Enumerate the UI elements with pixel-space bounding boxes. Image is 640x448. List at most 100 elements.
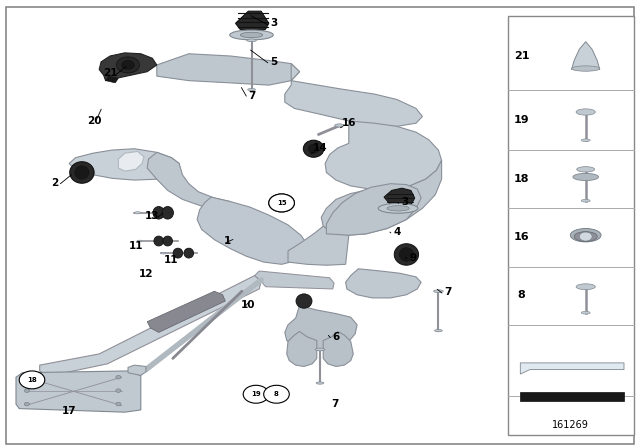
Circle shape: [122, 60, 134, 69]
Text: 16: 16: [342, 118, 356, 128]
Circle shape: [24, 375, 29, 379]
Polygon shape: [128, 365, 146, 375]
Circle shape: [244, 386, 268, 402]
Polygon shape: [118, 151, 144, 171]
Text: 21: 21: [103, 69, 117, 78]
Circle shape: [269, 194, 294, 212]
Ellipse shape: [434, 290, 444, 293]
Ellipse shape: [154, 236, 164, 246]
Polygon shape: [147, 291, 225, 332]
Polygon shape: [323, 332, 353, 366]
Text: 19: 19: [514, 115, 529, 125]
Text: 4: 4: [393, 227, 401, 237]
Polygon shape: [285, 306, 357, 350]
Ellipse shape: [581, 311, 590, 314]
Text: 12: 12: [139, 269, 153, 279]
Text: 10: 10: [241, 300, 255, 310]
Ellipse shape: [574, 232, 597, 241]
Ellipse shape: [162, 207, 173, 219]
Ellipse shape: [435, 330, 442, 332]
Polygon shape: [69, 149, 179, 180]
Text: 16: 16: [514, 233, 529, 242]
Text: 18: 18: [514, 174, 529, 184]
Ellipse shape: [570, 228, 601, 242]
Polygon shape: [346, 269, 421, 298]
Text: 3: 3: [270, 18, 278, 28]
Text: 6: 6: [332, 332, 340, 342]
Polygon shape: [106, 76, 118, 83]
Text: 11: 11: [164, 255, 179, 265]
FancyBboxPatch shape: [6, 7, 634, 444]
Circle shape: [19, 371, 45, 389]
Text: 15: 15: [276, 198, 287, 207]
Ellipse shape: [399, 248, 413, 261]
Ellipse shape: [248, 89, 255, 90]
Circle shape: [20, 372, 44, 388]
Text: 8: 8: [518, 290, 525, 300]
Text: 13: 13: [145, 211, 159, 221]
Text: 1: 1: [223, 236, 231, 246]
Text: 8: 8: [274, 391, 279, 397]
Text: 20: 20: [88, 116, 102, 126]
Ellipse shape: [316, 382, 324, 384]
Text: 11: 11: [129, 241, 143, 250]
Ellipse shape: [163, 236, 173, 246]
Polygon shape: [285, 64, 422, 126]
Polygon shape: [287, 332, 317, 366]
Ellipse shape: [184, 248, 193, 258]
FancyBboxPatch shape: [508, 16, 634, 435]
Circle shape: [116, 375, 121, 379]
Ellipse shape: [335, 124, 344, 127]
Text: 19: 19: [251, 391, 261, 397]
Text: 7: 7: [331, 399, 339, 409]
Polygon shape: [147, 152, 230, 208]
Text: 18: 18: [27, 377, 37, 383]
Ellipse shape: [153, 207, 164, 219]
Ellipse shape: [581, 199, 590, 202]
Text: 2: 2: [51, 178, 58, 188]
Polygon shape: [288, 226, 349, 265]
Polygon shape: [197, 197, 307, 264]
Ellipse shape: [394, 244, 419, 265]
Circle shape: [24, 389, 29, 392]
Ellipse shape: [308, 144, 319, 153]
Polygon shape: [321, 160, 442, 235]
Circle shape: [579, 232, 592, 241]
Ellipse shape: [387, 206, 410, 211]
Ellipse shape: [241, 32, 263, 38]
Text: 8: 8: [274, 391, 279, 397]
Ellipse shape: [576, 109, 595, 115]
Circle shape: [264, 385, 289, 403]
Ellipse shape: [577, 167, 595, 172]
Circle shape: [116, 389, 121, 392]
Ellipse shape: [70, 162, 94, 183]
Ellipse shape: [296, 294, 312, 308]
Ellipse shape: [576, 284, 595, 289]
Polygon shape: [99, 53, 157, 81]
Polygon shape: [40, 276, 261, 376]
Ellipse shape: [303, 140, 324, 157]
Ellipse shape: [581, 139, 590, 142]
Circle shape: [243, 385, 269, 403]
Text: 7: 7: [444, 287, 452, 297]
Text: 5: 5: [270, 57, 278, 67]
Text: 21: 21: [514, 51, 529, 61]
Ellipse shape: [573, 173, 598, 181]
Polygon shape: [236, 11, 269, 32]
Polygon shape: [520, 392, 624, 401]
Polygon shape: [157, 54, 300, 85]
Polygon shape: [255, 271, 334, 289]
Ellipse shape: [378, 203, 418, 213]
Ellipse shape: [572, 66, 600, 71]
Polygon shape: [572, 42, 600, 69]
Text: 17: 17: [62, 406, 76, 416]
Text: 3: 3: [401, 198, 408, 207]
Text: 9: 9: [409, 253, 417, 263]
Polygon shape: [520, 363, 624, 374]
Ellipse shape: [230, 30, 273, 40]
Ellipse shape: [134, 212, 141, 214]
Circle shape: [265, 386, 288, 402]
Ellipse shape: [75, 166, 89, 179]
Circle shape: [24, 402, 29, 406]
Text: 18: 18: [28, 377, 36, 383]
